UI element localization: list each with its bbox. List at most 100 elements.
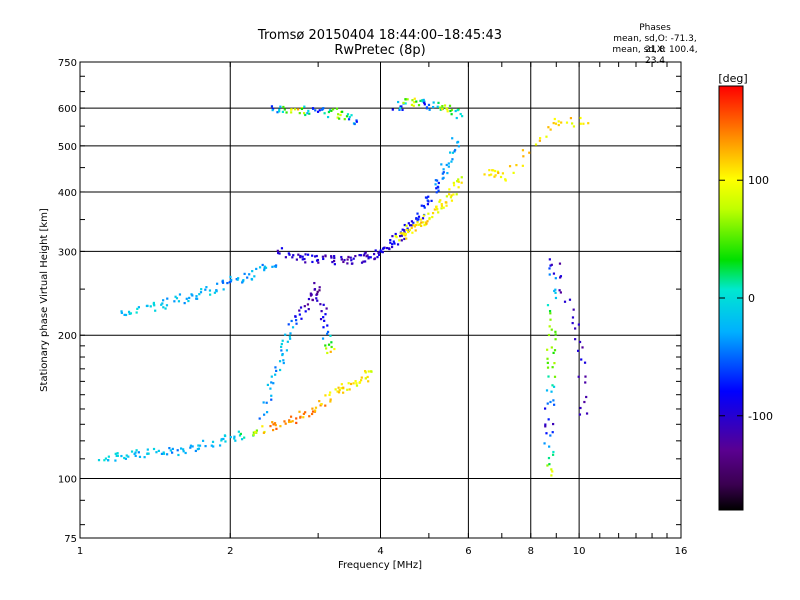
scatter-point (175, 297, 179, 300)
scatter-point (322, 303, 325, 306)
scatter-point (295, 417, 298, 420)
scatter-point (251, 270, 254, 273)
scatter-point (272, 423, 275, 426)
scatter-point (283, 420, 286, 423)
scatter-point (222, 288, 225, 291)
scatter-point (328, 393, 331, 397)
scatter-point (401, 232, 404, 235)
scatter-point (321, 107, 324, 111)
scatter-point (274, 373, 277, 376)
scatter-point (399, 234, 402, 238)
scatter-point (303, 112, 306, 115)
scatter-point (279, 425, 282, 428)
scatter-point (415, 100, 418, 103)
scatter-point (423, 103, 426, 106)
scatter-point (427, 212, 430, 215)
scatter-point (104, 457, 108, 460)
scatter-point (559, 276, 562, 279)
colorbar-tick-label: 100 (748, 174, 769, 187)
scatter-point (258, 266, 262, 269)
scatter-point (450, 108, 454, 112)
scatter-point (323, 319, 326, 322)
scatter-point (354, 254, 357, 258)
scatter-point (439, 108, 442, 111)
scatter-point (554, 291, 557, 294)
scatter-point (329, 391, 332, 394)
scatter-point (165, 453, 169, 456)
scatter-point (196, 297, 199, 300)
scatter-point (355, 384, 359, 387)
scatter-point (314, 255, 317, 258)
scatter-point (359, 379, 363, 382)
scatter-point (308, 415, 311, 418)
scatter-point (336, 390, 339, 393)
scatter-point (238, 434, 242, 437)
scatter-point (434, 179, 437, 182)
scatter-point (403, 223, 406, 227)
scatter-point (334, 388, 337, 391)
scatter-point (450, 194, 453, 197)
scatter-point (278, 360, 282, 363)
scatter-point (189, 444, 193, 447)
scatter-point (433, 208, 436, 211)
scatter-point (571, 321, 574, 325)
scatter-point (318, 109, 321, 112)
scatter-point (300, 317, 303, 320)
scatter-point (287, 420, 291, 424)
scatter-point (423, 223, 426, 227)
scatter-point (174, 295, 177, 298)
scatter-point (230, 278, 233, 281)
scatter-point (304, 310, 307, 313)
y-tick-label: 750 (58, 58, 77, 69)
scatter-point (324, 404, 327, 407)
scatter-point (308, 112, 311, 115)
scatter-point (234, 439, 237, 442)
scatter-point (270, 375, 273, 378)
scatter-point (288, 419, 291, 422)
scatter-point (442, 206, 445, 209)
scatter-point (543, 442, 546, 445)
scatter-point (263, 267, 266, 270)
scatter-point (549, 128, 552, 131)
scatter-point (281, 353, 284, 357)
scatter-point (553, 349, 557, 352)
scatter-point (522, 155, 525, 158)
scatter-point (114, 452, 117, 455)
scatter-point (303, 305, 306, 308)
scatter-point (301, 258, 304, 261)
scatter-point (545, 432, 548, 435)
scatter-point (200, 288, 203, 291)
scatter-point (494, 169, 497, 173)
scatter-point (451, 158, 454, 161)
scatter-point (359, 254, 363, 257)
scatter-point (270, 398, 273, 401)
scatter-point (398, 239, 401, 242)
scatter-point (448, 188, 451, 191)
scatter-point (412, 104, 415, 107)
scatter-point (548, 445, 551, 448)
scatter-point (325, 307, 328, 310)
scatter-point (183, 302, 186, 305)
scatter-point (461, 115, 464, 118)
scatter-point (350, 259, 353, 262)
scatter-point (417, 223, 420, 227)
scatter-point (304, 113, 307, 117)
scatter-point (416, 212, 419, 215)
scatter-point (417, 104, 421, 107)
scatter-point (381, 250, 384, 254)
scatter-point (427, 103, 431, 107)
scatter-point (389, 238, 392, 242)
scatter-point (281, 110, 285, 114)
scatter-point (393, 242, 396, 245)
scatter-point (198, 444, 202, 447)
scatter-point (362, 260, 365, 263)
scatter-point (289, 415, 293, 418)
scatter-point (115, 454, 118, 457)
scatter-point (218, 444, 222, 447)
colorbar-tick-label: 0 (748, 292, 755, 305)
scatter-point (137, 451, 140, 454)
scatter-point (125, 454, 128, 457)
scatter-point (515, 164, 518, 167)
scatter-point (241, 281, 244, 284)
scatter-point (294, 315, 297, 318)
